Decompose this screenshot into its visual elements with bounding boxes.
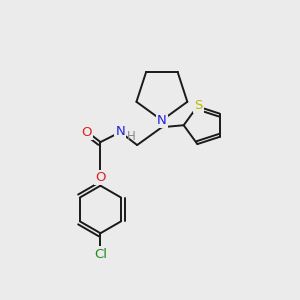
Text: O: O: [95, 171, 106, 184]
Text: Cl: Cl: [94, 248, 107, 260]
Text: H: H: [127, 130, 136, 142]
Text: S: S: [194, 99, 202, 112]
Text: N: N: [116, 125, 125, 138]
Text: O: O: [81, 126, 92, 139]
Text: N: N: [157, 114, 167, 127]
